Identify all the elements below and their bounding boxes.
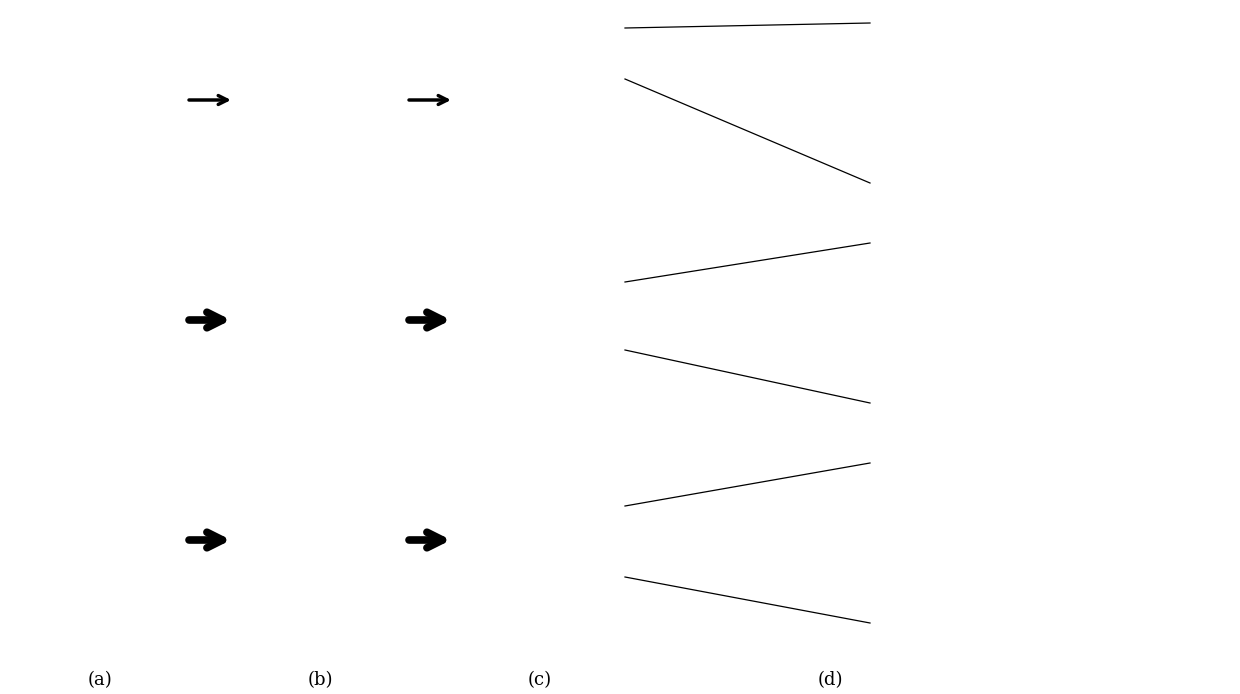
Text: (c): (c): [528, 671, 552, 689]
Text: (d): (d): [817, 671, 843, 689]
Text: (a): (a): [88, 671, 113, 689]
Text: (b): (b): [308, 671, 332, 689]
